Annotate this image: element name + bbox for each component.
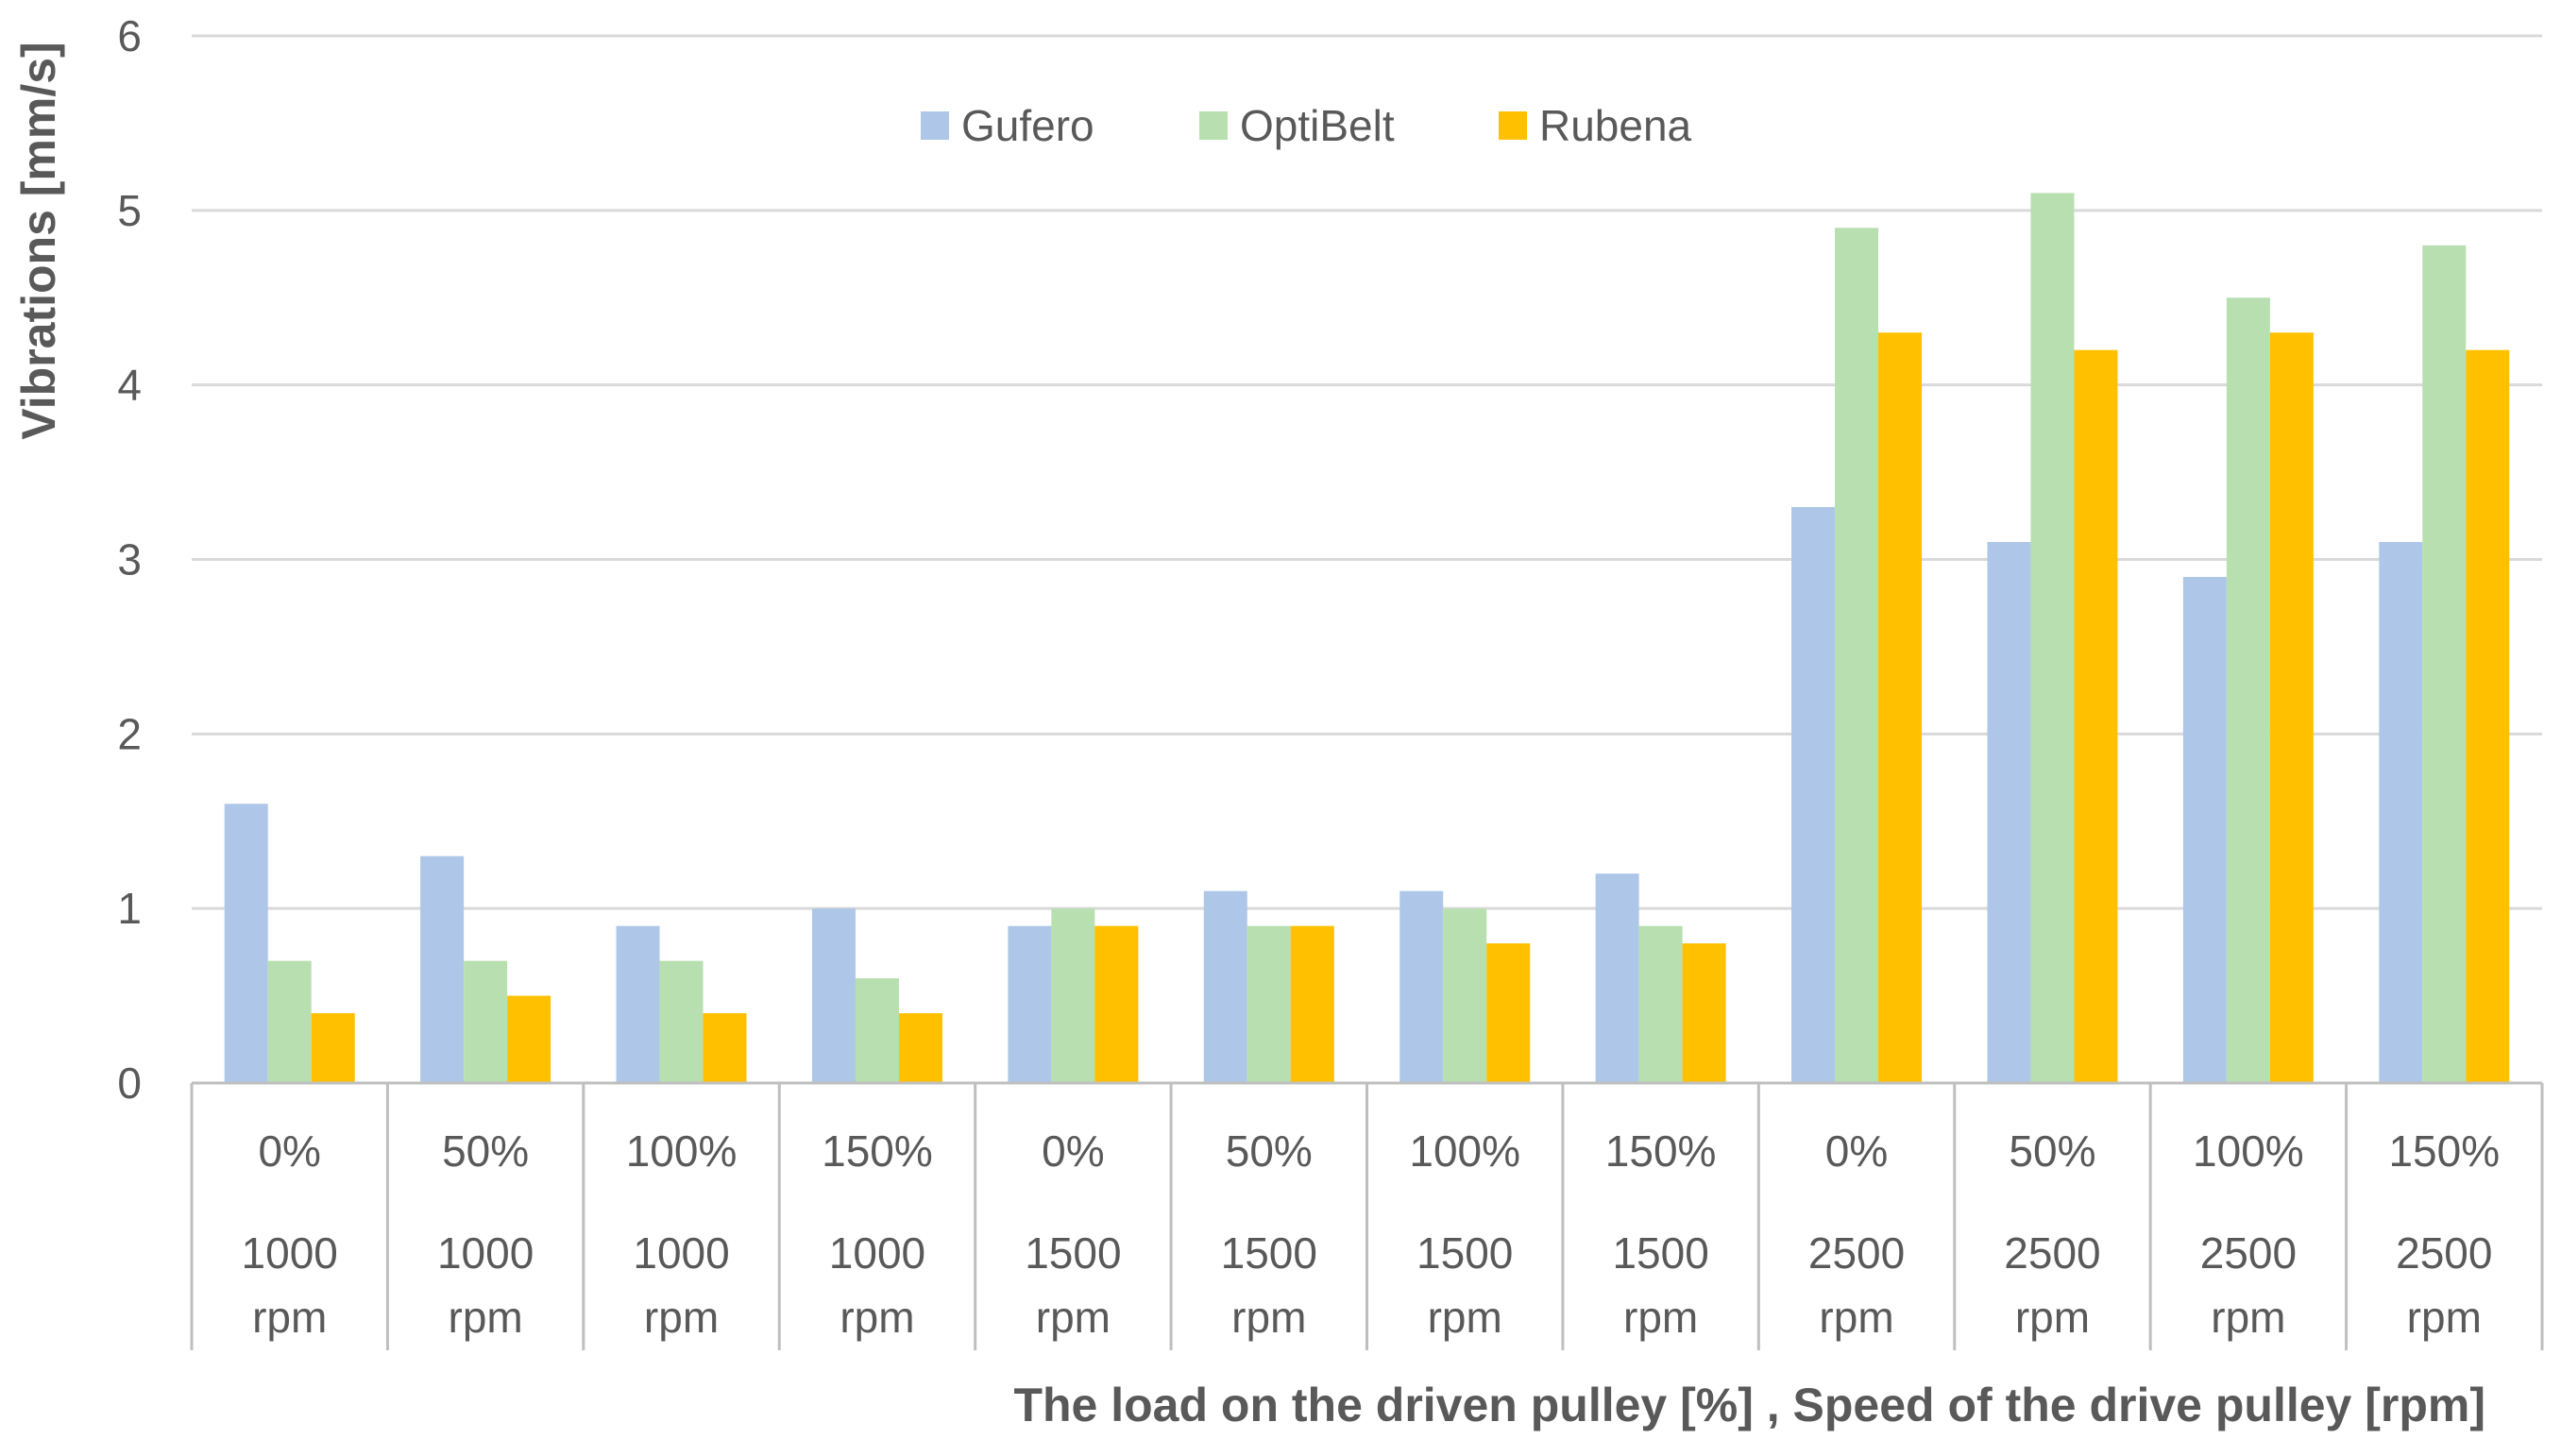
bar-optibelt-5 [1247,925,1291,1083]
x-tick-label-load: 150% [822,1126,933,1176]
y-axis-title: Vibrations [mm/s] [12,42,65,439]
y-tick-label: 0 [117,1058,142,1108]
bar-gufero-9 [1987,542,2031,1083]
legend-label-rubena: Rubena [1539,101,1692,150]
bar-gufero-1 [420,855,465,1083]
bar-optibelt-4 [1051,908,1095,1083]
x-axis: 0% 1000 rpm 50% 1000 rpm 100% 1000 rpm 150% 1000 rp… [190,1081,2544,1350]
x-tick-label-unit: rpm [644,1293,719,1342]
bar-gufero-10 [2182,576,2227,1083]
x-tick-label-unit: rpm [1623,1293,1698,1342]
legend-label-gufero: Gufero [961,101,1094,150]
x-tick-label-speed: 2500 [2396,1228,2492,1278]
gridlines [192,34,2542,910]
x-axis-title: The load on the driven pulley [%] , Spee… [1013,1379,2485,1431]
bar-optibelt-3 [855,978,899,1083]
bar-rubena-4 [1094,925,1139,1083]
x-tick-label-load: 50% [442,1126,529,1176]
x-tick-label-load: 0% [258,1126,320,1176]
x-tick-label-unit: rpm [449,1293,523,1342]
bar-gufero-11 [2379,542,2423,1083]
x-tick-label-load: 50% [1226,1126,1313,1176]
x-tick-label-speed: 1500 [1416,1228,1513,1278]
x-tick-label-load: 100% [2193,1126,2304,1176]
x-tick-label-load: 150% [1605,1126,1717,1176]
legend-label-optibelt: OptiBelt [1240,101,1395,150]
bar-rubena-0 [311,1013,355,1083]
x-tick-label-load: 100% [1409,1126,1520,1176]
bar-optibelt-6 [1443,908,1487,1083]
bar-gufero-2 [616,925,660,1083]
x-tick-label-unit: rpm [840,1293,914,1342]
x-tick-label-speed: 1500 [1025,1228,1121,1278]
x-tick-label-speed: 1500 [1221,1228,1317,1278]
x-tick-label-unit: rpm [2015,1293,2090,1342]
bar-rubena-7 [1682,943,1726,1083]
legend-swatch-rubena [1499,111,1527,140]
bar-optibelt-0 [267,960,312,1083]
bar-gufero-3 [811,908,856,1083]
x-tick-label-load: 150% [2388,1126,2500,1176]
x-tick-label-unit: rpm [2211,1293,2285,1342]
bar-rubena-2 [703,1013,747,1083]
x-tick-label-load: 0% [1825,1126,1888,1176]
x-tick-label-unit: rpm [1428,1293,1502,1342]
bar-optibelt-10 [2226,297,2270,1083]
x-tick-label-unit: rpm [2407,1293,2482,1342]
x-tick-label-load: 50% [2009,1126,2095,1176]
bar-optibelt-8 [1835,228,1879,1084]
bar-rubena-6 [1486,943,1531,1083]
bar-rubena-5 [1290,925,1334,1083]
y-tick-label: 1 [117,884,142,933]
bar-rubena-9 [2074,349,2118,1083]
bars [224,193,2510,1084]
bar-gufero-7 [1595,873,1639,1083]
legend-swatch-optibelt [1199,111,1228,140]
x-tick-label-speed: 2500 [1808,1228,1905,1278]
bar-rubena-8 [1878,332,1923,1083]
bar-gufero-4 [1008,925,1052,1083]
legend-swatch-gufero [921,111,949,140]
x-tick-label-unit: rpm [252,1293,327,1342]
x-tick-label-speed: 1000 [829,1228,925,1278]
x-tick-label-unit: rpm [1819,1293,1893,1342]
bar-optibelt-1 [464,960,508,1083]
bar-gufero-5 [1203,890,1247,1083]
y-tick-label: 2 [117,709,142,758]
x-tick-label-speed: 1000 [437,1228,534,1278]
legend: Gufero OptiBelt Rubena [921,101,1692,150]
x-tick-label-load: 100% [626,1126,738,1176]
x-tick-label-speed: 2500 [2004,1228,2100,1278]
bar-rubena-10 [2269,332,2314,1083]
bar-optibelt-7 [1638,925,1683,1083]
y-tick-label: 3 [117,535,142,584]
x-tick-label-speed: 1000 [633,1228,729,1278]
x-tick-label-unit: rpm [1036,1293,1111,1342]
bar-optibelt-9 [2030,193,2075,1084]
x-tick-label-speed: 1500 [1612,1228,1708,1278]
y-tick-label: 5 [117,186,142,235]
bar-gufero-0 [224,804,268,1083]
y-tick-label: 6 [117,11,142,60]
bar-rubena-11 [2466,349,2510,1083]
x-tick-label-speed: 2500 [2200,1228,2297,1278]
bar-gufero-8 [1791,507,1836,1083]
bar-gufero-6 [1399,890,1444,1083]
bar-optibelt-11 [2422,245,2467,1083]
y-tick-label: 4 [117,361,142,410]
bar-rubena-3 [898,1013,942,1083]
bar-optibelt-2 [659,960,704,1083]
x-tick-label-unit: rpm [1231,1293,1306,1342]
bar-rubena-1 [507,995,551,1083]
y-axis-ticks: 0 1 2 3 4 5 6 [117,11,142,1108]
x-tick-label-speed: 1000 [242,1228,338,1278]
x-tick-label-load: 0% [1042,1126,1104,1176]
